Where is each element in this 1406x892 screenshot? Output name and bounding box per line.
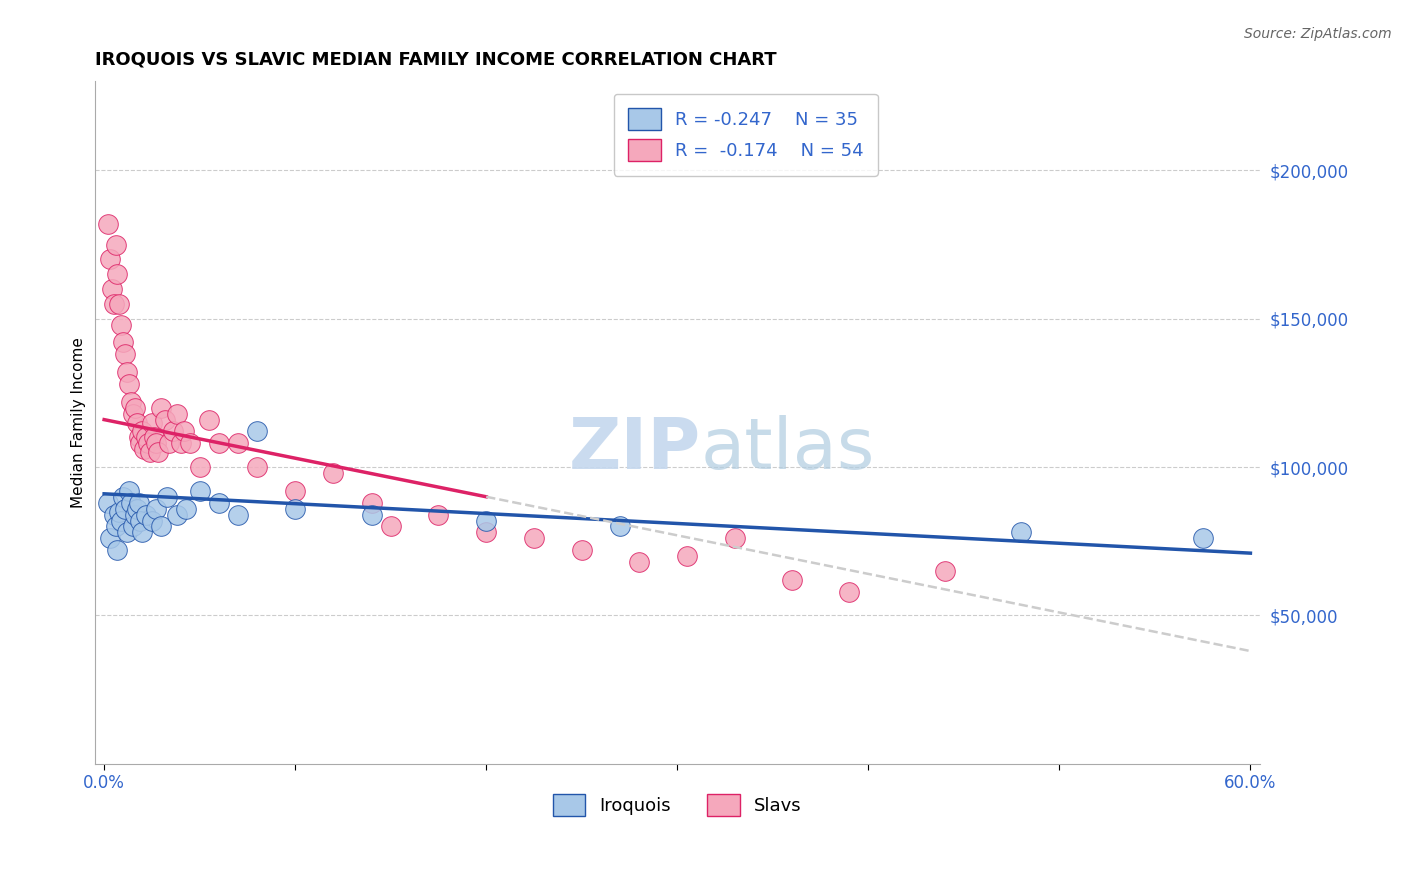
Point xyxy=(98,531,121,545)
Point xyxy=(108,505,131,519)
Point xyxy=(723,531,745,545)
Point xyxy=(523,531,546,545)
Point xyxy=(141,416,163,430)
Point xyxy=(150,519,173,533)
Point xyxy=(226,508,249,522)
Point xyxy=(322,466,344,480)
Point xyxy=(128,430,150,444)
Point xyxy=(150,401,173,415)
Point xyxy=(120,496,142,510)
Point xyxy=(838,584,860,599)
Point xyxy=(141,514,163,528)
Point xyxy=(1191,531,1213,545)
Point xyxy=(157,436,180,450)
Point xyxy=(155,412,177,426)
Text: ZIP: ZIP xyxy=(568,416,700,484)
Point xyxy=(226,436,249,450)
Point xyxy=(98,252,121,267)
Point xyxy=(427,508,450,522)
Point xyxy=(166,407,188,421)
Point xyxy=(360,508,382,522)
Point xyxy=(609,519,631,533)
Point xyxy=(198,412,221,426)
Point xyxy=(162,425,184,439)
Point xyxy=(475,514,498,528)
Point xyxy=(380,519,402,533)
Point xyxy=(129,514,152,528)
Text: Source: ZipAtlas.com: Source: ZipAtlas.com xyxy=(1244,27,1392,41)
Point xyxy=(179,436,201,450)
Point xyxy=(128,496,150,510)
Point xyxy=(104,237,127,252)
Point xyxy=(124,401,146,415)
Legend: Iroquois, Slavs: Iroquois, Slavs xyxy=(546,787,808,823)
Point xyxy=(571,543,593,558)
Point xyxy=(110,318,132,332)
Point xyxy=(188,460,211,475)
Point xyxy=(246,460,269,475)
Point xyxy=(156,490,179,504)
Point xyxy=(135,508,157,522)
Point xyxy=(675,549,697,563)
Point xyxy=(628,555,651,569)
Point xyxy=(780,573,803,587)
Point xyxy=(115,365,138,379)
Point xyxy=(131,425,153,439)
Point xyxy=(97,217,120,231)
Point xyxy=(97,496,120,510)
Point xyxy=(131,525,153,540)
Point xyxy=(360,496,382,510)
Point xyxy=(166,508,188,522)
Point xyxy=(107,543,129,558)
Point xyxy=(124,508,146,522)
Point xyxy=(169,436,191,450)
Point xyxy=(110,514,132,528)
Text: atlas: atlas xyxy=(700,416,875,484)
Point xyxy=(125,501,148,516)
Point xyxy=(121,519,143,533)
Point xyxy=(103,508,125,522)
Point xyxy=(174,501,197,516)
Point xyxy=(129,436,152,450)
Point xyxy=(125,416,148,430)
Point xyxy=(146,445,169,459)
Point xyxy=(475,525,498,540)
Y-axis label: Median Family Income: Median Family Income xyxy=(72,337,86,508)
Point xyxy=(284,483,307,498)
Point xyxy=(107,267,129,281)
Point xyxy=(139,445,162,459)
Point xyxy=(145,501,167,516)
Point xyxy=(120,394,142,409)
Point xyxy=(188,483,211,498)
Point xyxy=(284,501,307,516)
Point xyxy=(115,525,138,540)
Point xyxy=(118,483,141,498)
Text: IROQUOIS VS SLAVIC MEDIAN FAMILY INCOME CORRELATION CHART: IROQUOIS VS SLAVIC MEDIAN FAMILY INCOME … xyxy=(94,51,776,69)
Point xyxy=(208,496,231,510)
Point xyxy=(112,490,135,504)
Point xyxy=(208,436,231,450)
Point xyxy=(104,519,127,533)
Point xyxy=(108,297,131,311)
Point xyxy=(114,501,136,516)
Point xyxy=(934,564,956,578)
Point xyxy=(145,436,167,450)
Point xyxy=(100,282,122,296)
Point xyxy=(173,425,195,439)
Point xyxy=(114,347,136,361)
Point xyxy=(135,430,157,444)
Point xyxy=(134,442,156,457)
Point xyxy=(136,436,159,450)
Point xyxy=(118,377,141,392)
Point xyxy=(103,297,125,311)
Point xyxy=(121,407,143,421)
Point xyxy=(246,425,269,439)
Point xyxy=(112,335,135,350)
Point xyxy=(1010,525,1032,540)
Point xyxy=(142,430,165,444)
